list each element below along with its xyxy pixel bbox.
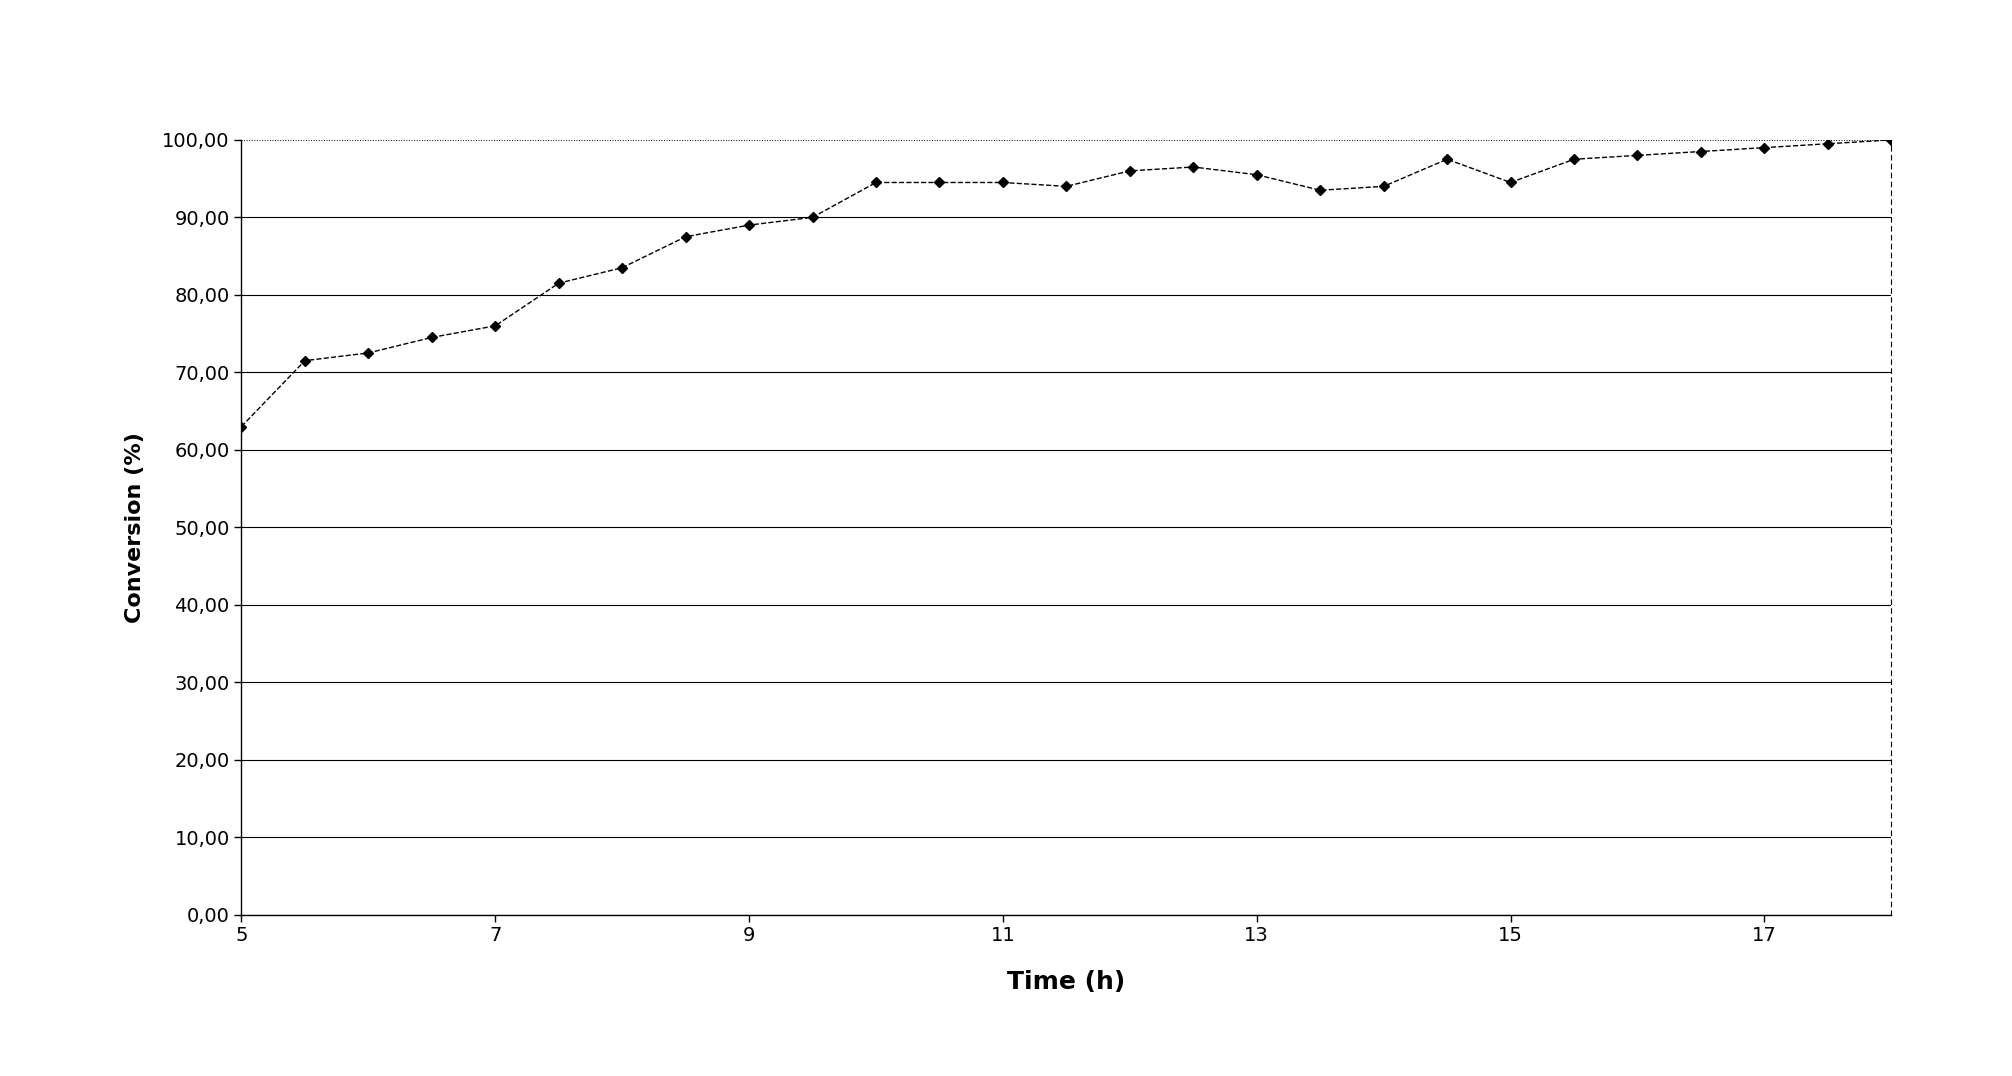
- X-axis label: Time (h): Time (h): [1008, 971, 1125, 994]
- Y-axis label: Conversion (%): Conversion (%): [125, 431, 145, 623]
